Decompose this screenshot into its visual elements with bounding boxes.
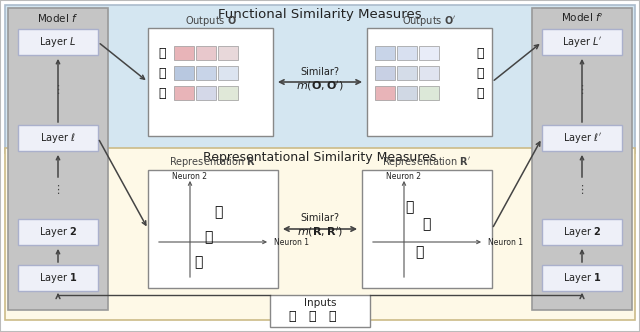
Text: Layer $\ell'$: Layer $\ell'$	[563, 131, 602, 145]
Text: Representation $\mathbf{R}'$: Representation $\mathbf{R}'$	[383, 155, 472, 169]
Text: Neuron 2: Neuron 2	[173, 172, 207, 181]
Bar	[542, 29, 622, 55]
Text: Layer $\mathbf{1}$: Layer $\mathbf{1}$	[563, 271, 601, 285]
Text: $m(\mathbf{O},\mathbf{O}')$: $m(\mathbf{O},\mathbf{O}')$	[296, 79, 344, 93]
Text: Layer $\mathbf{2}$: Layer $\mathbf{2}$	[563, 225, 601, 239]
Bar	[419, 86, 439, 100]
Text: Inputs: Inputs	[304, 298, 336, 308]
Bar	[218, 66, 238, 80]
Bar	[148, 170, 278, 288]
Bar	[218, 86, 238, 100]
Bar	[362, 170, 492, 288]
Bar	[174, 66, 194, 80]
Text: Layer $\mathbf{1}$: Layer $\mathbf{1}$	[39, 271, 77, 285]
Bar	[397, 46, 417, 60]
Text: Representation $\mathbf{R}$: Representation $\mathbf{R}$	[170, 155, 257, 169]
Bar	[532, 8, 632, 310]
Bar	[419, 46, 439, 60]
Bar	[174, 46, 194, 60]
Text: 🏔: 🏔	[158, 46, 166, 59]
Text: 🏔: 🏔	[476, 46, 484, 59]
Bar	[18, 265, 98, 291]
Text: 🏔: 🏔	[288, 310, 296, 323]
Bar	[8, 8, 108, 310]
Bar	[375, 46, 395, 60]
Bar	[542, 265, 622, 291]
Text: Layer $L'$: Layer $L'$	[562, 35, 602, 49]
Bar	[419, 66, 439, 80]
Text: Similar?: Similar?	[301, 213, 339, 223]
Text: 🥦: 🥦	[476, 87, 484, 100]
Bar	[367, 28, 492, 136]
Bar	[270, 295, 370, 327]
Text: ⋮: ⋮	[52, 185, 63, 195]
Text: ⋮: ⋮	[52, 85, 63, 95]
Text: 🏔: 🏔	[405, 200, 413, 214]
Text: 🥦: 🥦	[158, 87, 166, 100]
Text: 🚜: 🚜	[328, 310, 336, 323]
Text: 🚜: 🚜	[476, 66, 484, 79]
Text: ⋮: ⋮	[577, 85, 588, 95]
Bar	[397, 66, 417, 80]
Bar	[18, 125, 98, 151]
Bar	[174, 86, 194, 100]
Bar	[542, 219, 622, 245]
Text: $m(\mathbf{R},\mathbf{R}')$: $m(\mathbf{R},\mathbf{R}')$	[297, 225, 343, 239]
Text: 🚜: 🚜	[204, 230, 212, 244]
Text: 🥦: 🥦	[415, 245, 423, 259]
Text: Layer $\ell$: Layer $\ell$	[40, 131, 76, 145]
Text: ⋮: ⋮	[577, 185, 588, 195]
Text: 🏔: 🏔	[214, 205, 222, 219]
Bar	[542, 125, 622, 151]
Bar	[375, 66, 395, 80]
Bar	[5, 148, 635, 320]
Text: 🚜: 🚜	[158, 66, 166, 79]
Bar	[196, 86, 216, 100]
Text: Outputs $\mathbf{O}$: Outputs $\mathbf{O}$	[184, 14, 236, 28]
Bar	[196, 46, 216, 60]
Text: Outputs $\mathbf{O}'$: Outputs $\mathbf{O}'$	[403, 14, 456, 28]
Text: Similar?: Similar?	[301, 67, 339, 77]
Text: Neuron 1: Neuron 1	[274, 237, 309, 246]
Text: 🥦: 🥦	[194, 255, 202, 269]
Text: Neuron 2: Neuron 2	[387, 172, 422, 181]
Bar	[5, 5, 635, 153]
Bar	[18, 29, 98, 55]
Text: Representational Similarity Measures: Representational Similarity Measures	[204, 150, 436, 163]
Text: Layer $L$: Layer $L$	[40, 35, 77, 49]
Text: Layer $\mathbf{2}$: Layer $\mathbf{2}$	[39, 225, 77, 239]
Text: Model $f$: Model $f$	[37, 12, 79, 24]
Text: Model $f'$: Model $f'$	[561, 12, 604, 24]
Bar	[375, 86, 395, 100]
Bar	[148, 28, 273, 136]
Text: Neuron 1: Neuron 1	[488, 237, 523, 246]
Bar	[218, 46, 238, 60]
Bar	[397, 86, 417, 100]
Bar	[196, 66, 216, 80]
Text: 🥦: 🥦	[308, 310, 316, 323]
Text: 🚜: 🚜	[422, 217, 430, 231]
Text: Functional Similarity Measures: Functional Similarity Measures	[218, 8, 422, 21]
Bar	[18, 219, 98, 245]
